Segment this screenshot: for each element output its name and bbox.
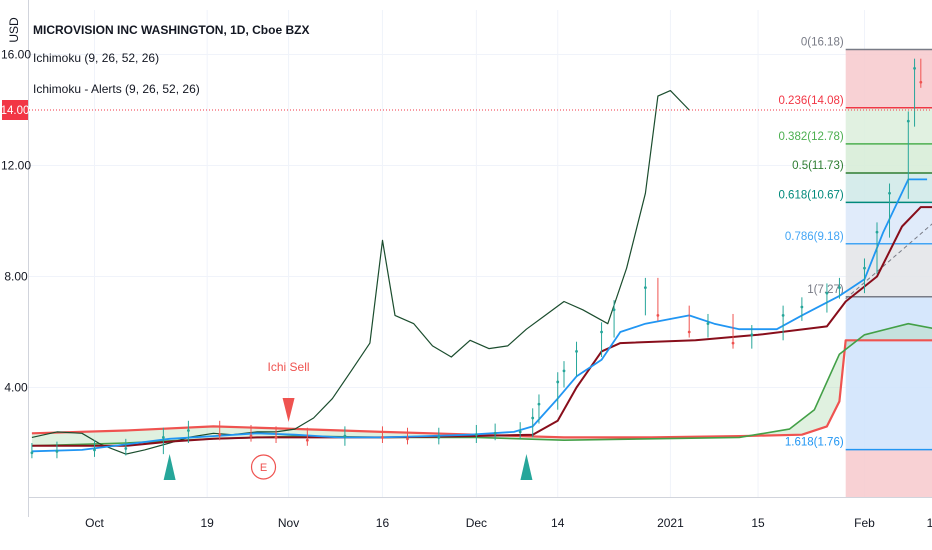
price-point[interactable] xyxy=(800,305,804,309)
price-point[interactable] xyxy=(913,66,916,70)
series-layer xyxy=(30,58,932,459)
fibonacci-retracement: 0(16.18) 0.236(14.08) 0.382(12.78) 0.5(11.7… xyxy=(778,37,932,497)
indicator-ichimoku-label[interactable]: Ichimoku (9, 26, 52, 26) xyxy=(33,51,160,65)
fib-level-label: 0.786(9.18) xyxy=(785,231,844,243)
chart-title: MICROVISION INC WASHINGTON, 1D, Cboe BZX xyxy=(33,23,310,37)
price-point[interactable] xyxy=(406,437,409,441)
price-point[interactable] xyxy=(474,433,478,437)
x-tick-label: 19 xyxy=(201,516,215,530)
price-point[interactable] xyxy=(906,119,910,123)
fib-zone-ext xyxy=(845,449,932,497)
x-tick-label: 2021 xyxy=(657,516,684,530)
fib-zone-1 xyxy=(845,107,932,144)
series-lagging-span[interactable] xyxy=(31,90,690,455)
x-tick-label: Feb xyxy=(854,516,875,530)
price-point[interactable] xyxy=(687,330,691,334)
fib-zone-6 xyxy=(845,296,932,450)
price-point[interactable] xyxy=(531,416,535,420)
y-tick-label: 16.00 xyxy=(1,48,31,62)
fib-level-label: 0(16.18) xyxy=(801,37,844,49)
fib-zone-3 xyxy=(845,172,932,203)
x-tick-label: Oct xyxy=(85,516,104,530)
price-point[interactable] xyxy=(537,402,541,406)
price-point[interactable] xyxy=(124,447,128,450)
x-tick-label: 14 xyxy=(551,516,565,530)
x-tick-label: 12 xyxy=(927,516,932,530)
price-point[interactable] xyxy=(825,291,829,295)
price-point[interactable] xyxy=(750,333,754,337)
fib-level-label: 0.382(12.78) xyxy=(778,131,843,143)
price-point[interactable] xyxy=(187,429,190,432)
x-tick-label: 15 xyxy=(751,516,765,530)
x-tick-label: Nov xyxy=(278,516,299,530)
price-point[interactable] xyxy=(249,434,253,438)
buy-signal-arrow[interactable] xyxy=(163,454,176,480)
price-point[interactable] xyxy=(437,436,441,439)
price-point[interactable] xyxy=(643,286,647,289)
price-point[interactable] xyxy=(562,369,566,373)
annotations: Ichi SellEE xyxy=(29,109,932,480)
y-tick-label: 12.00 xyxy=(1,159,31,173)
price-point[interactable] xyxy=(161,436,165,439)
price-point[interactable] xyxy=(888,191,891,195)
price-point[interactable] xyxy=(575,350,578,353)
sell-signal-arrow[interactable] xyxy=(282,398,295,422)
earnings-label: E xyxy=(260,462,267,474)
price-point[interactable] xyxy=(305,438,309,442)
ichimoku-cloud xyxy=(31,323,932,446)
buy-signal-arrow[interactable] xyxy=(520,454,533,480)
price-point[interactable] xyxy=(93,448,96,452)
currency-label: USD xyxy=(7,17,21,43)
price-point[interactable] xyxy=(556,380,560,384)
price-marker-label: 14.00 xyxy=(1,105,30,117)
sell-signal-label: Ichi Sell xyxy=(268,360,310,374)
price-point[interactable] xyxy=(343,434,347,438)
fib-level-label: 0.5(11.73) xyxy=(792,160,844,172)
series-span-b[interactable] xyxy=(31,246,932,439)
x-tick-label: Dec xyxy=(466,516,487,530)
fib-level-label: 1(7.27) xyxy=(807,284,844,296)
earnings-marker[interactable] xyxy=(250,454,277,480)
price-point[interactable] xyxy=(875,230,879,234)
price-point[interactable] xyxy=(781,313,785,317)
price-point[interactable] xyxy=(600,330,603,334)
fib-zone-2 xyxy=(845,143,932,173)
price-point[interactable] xyxy=(218,433,222,437)
price-point[interactable] xyxy=(863,266,866,270)
price-point[interactable] xyxy=(919,80,923,84)
price-point[interactable] xyxy=(30,451,34,455)
price-point[interactable] xyxy=(493,431,497,435)
axes: USD 4.00 8.00 12.00 16.00 14.00 Oct 19 Nov 16 Dec 1… xyxy=(1,0,932,530)
indicator-alerts-label[interactable]: Ichimoku - Alerts (9, 26, 52, 26) xyxy=(33,82,200,96)
price-point[interactable] xyxy=(381,436,384,439)
fib-level-label: 0.618(10.67) xyxy=(778,189,843,201)
price-marker-badge xyxy=(2,100,28,120)
price-point[interactable] xyxy=(706,322,710,326)
price-point[interactable] xyxy=(274,436,278,439)
price-point[interactable] xyxy=(518,430,522,434)
fib-level-label: 0.236(14.08) xyxy=(778,95,843,107)
price-point[interactable] xyxy=(838,286,841,289)
price-point[interactable] xyxy=(656,313,660,317)
price-point[interactable] xyxy=(612,308,616,312)
price-point[interactable] xyxy=(731,341,735,345)
series-conversion-line[interactable] xyxy=(31,178,928,453)
y-tick-label: 4.00 xyxy=(4,381,28,395)
price-point[interactable] xyxy=(55,449,59,453)
series-base-line[interactable] xyxy=(31,206,932,447)
fib-level-label: 1.618(1.76) xyxy=(785,437,844,449)
fib-trend-line[interactable] xyxy=(845,50,932,300)
y-tick-label: 8.00 xyxy=(4,270,28,284)
x-tick-label: 16 xyxy=(376,516,390,530)
fib-zone-0 xyxy=(845,49,932,108)
